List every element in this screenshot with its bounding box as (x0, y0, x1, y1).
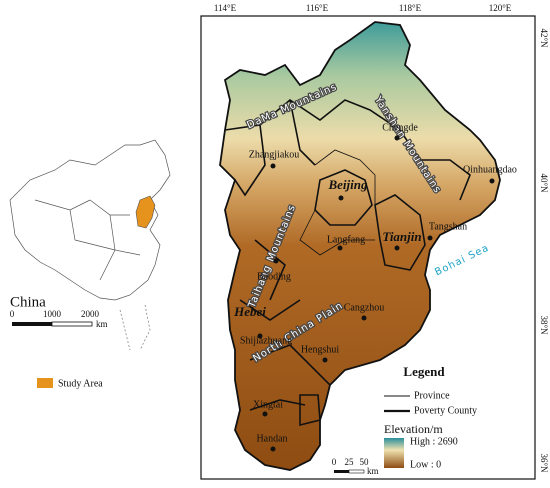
province-boundaries (299, 149, 376, 256)
study-area (135, 195, 156, 229)
hebei-terrain (219, 21, 501, 471)
lon-label: 118°E (399, 3, 422, 13)
scale-label: 1000 (43, 309, 62, 319)
legend-label: Study Area (58, 378, 103, 389)
scale-label: 25 (345, 457, 355, 467)
scale-label: 2000 (81, 309, 100, 319)
scale-label: 0 (332, 457, 337, 467)
scale-label: 50 (360, 457, 370, 467)
city-label: Handan (256, 433, 287, 444)
city-label: Xingtai (253, 399, 283, 410)
city-label: Shijiazhuang (240, 335, 292, 346)
city-label: Qinhuangdao (463, 164, 517, 175)
city-label: Langfang (327, 234, 365, 245)
city-label: Zhangjiakou (249, 149, 300, 160)
lon-label: 114°E (214, 3, 237, 13)
china-outline (9, 139, 171, 301)
legend-swatch (37, 378, 53, 388)
scale-unit: km (96, 319, 108, 329)
county-boundaries (224, 99, 471, 427)
elevation-ramp (384, 438, 404, 468)
city-label: Hengshui (301, 344, 340, 355)
lon-label: 120°E (489, 3, 512, 13)
city-label: Chengde (382, 122, 418, 133)
china-inset: China 0 1000 2000 km Study Area (9, 139, 171, 389)
scale-bar (334, 470, 349, 473)
inset-title: China (10, 294, 46, 310)
scale-label: 0 (10, 309, 15, 319)
scale-bar (12, 322, 52, 326)
scale-bar (51, 321, 93, 327)
lat-label: 40°N (539, 173, 549, 193)
legend-label: Poverty County (414, 405, 477, 416)
south-sea-islands (119, 304, 151, 351)
city-label: Baoding (257, 271, 291, 282)
lon-label: 116°E (306, 3, 329, 13)
scale-unit: km (367, 466, 379, 476)
legend-label: High : 2690 (410, 436, 458, 447)
scale-bar (348, 469, 365, 474)
legend-label: Province (414, 390, 450, 401)
province-label: Beijing (327, 177, 368, 192)
lat-label: 42°N (539, 28, 549, 48)
lat-label: 36°N (539, 453, 549, 473)
province-label: Tianjin (382, 229, 421, 244)
city-dots (257, 135, 495, 452)
legend-subtitle: Elevation/m (384, 422, 443, 436)
lat-label: 38°N (539, 315, 549, 335)
city-label: Cangzhou (344, 302, 385, 313)
city-label: Tangshan (429, 221, 467, 232)
legend-label: Low : 0 (410, 459, 441, 470)
legend-title: Legend (403, 364, 445, 379)
province-label: Hebei (233, 304, 266, 319)
